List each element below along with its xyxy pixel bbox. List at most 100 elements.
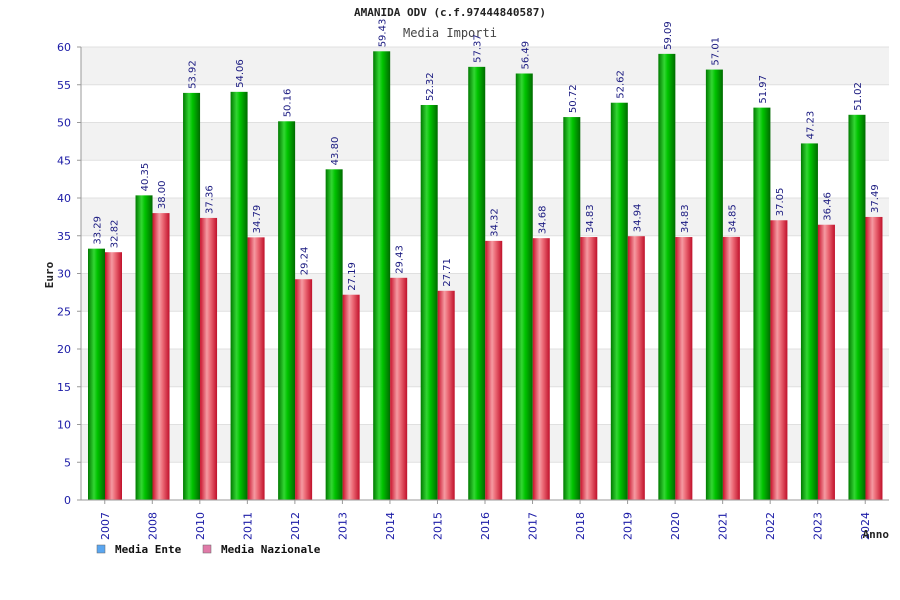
value-label-media-ente-2014: 59.43 <box>378 19 389 48</box>
bar-media-nazionale-2011 <box>247 237 265 500</box>
value-label-media-ente-2024: 51.02 <box>853 82 864 111</box>
legend-swatch-media-nazionale <box>202 544 212 554</box>
x-tick-label: 2022 <box>764 512 777 540</box>
bar-media-ente-2020 <box>658 53 676 501</box>
bars <box>88 51 883 501</box>
bar-media-nazionale-2023 <box>817 224 835 501</box>
value-label-media-nazionale-2019: 34.94 <box>632 204 643 233</box>
x-axis-label: Anno <box>863 528 890 541</box>
x-tick-label: 2017 <box>527 512 540 540</box>
x-tick-label: 2020 <box>669 512 682 540</box>
bar-media-nazionale-2019 <box>627 236 645 500</box>
value-label-media-nazionale-2023: 36.46 <box>822 192 833 221</box>
bar-media-nazionale-2022 <box>770 220 788 500</box>
y-tick-label: 5 <box>64 456 71 469</box>
x-tick-label: 2015 <box>431 512 444 540</box>
bar-media-ente-2012 <box>278 121 296 501</box>
value-label-media-nazionale-2007: 32.82 <box>110 220 121 249</box>
value-label-media-nazionale-2016: 34.32 <box>490 208 501 237</box>
value-label-media-ente-2017: 56.49 <box>520 41 531 70</box>
y-tick-label: 25 <box>57 305 71 318</box>
y-tick-label: 35 <box>57 230 71 243</box>
chart-subtitle: Media Importi <box>403 26 497 40</box>
bar-media-ente-2007 <box>88 248 105 500</box>
bar-media-nazionale-2017 <box>532 238 550 500</box>
bar-media-nazionale-2007 <box>105 252 122 500</box>
bar-media-ente-2008 <box>135 195 153 501</box>
y-tick-label: 55 <box>57 79 71 92</box>
value-label-media-ente-2018: 50.72 <box>568 84 579 113</box>
bar-media-ente-2011 <box>230 91 248 501</box>
bar-media-ente-2017 <box>515 73 533 501</box>
bar-media-ente-2013 <box>325 169 343 500</box>
x-axis-ticks: 2007 2008 2010 2011 2012 2013 2014 2015 2016 2017… <box>99 500 872 540</box>
value-label-media-ente-2012: 50.16 <box>283 89 294 118</box>
value-label-media-ente-2019: 52.62 <box>615 70 626 99</box>
bar-media-nazionale-2024 <box>865 216 883 500</box>
value-label-media-nazionale-2024: 37.49 <box>870 184 881 213</box>
x-tick-label: 2008 <box>146 512 159 540</box>
value-label-media-ente-2022: 51.97 <box>758 75 769 104</box>
value-label-media-ente-2011: 54.06 <box>235 59 246 88</box>
value-label-media-nazionale-2018: 34.83 <box>585 204 596 233</box>
bar-media-ente-2023 <box>800 143 818 500</box>
bar-media-nazionale-2008 <box>152 213 170 500</box>
value-label-media-nazionale-2011: 34.79 <box>252 205 263 234</box>
x-tick-label: 2007 <box>99 512 112 540</box>
value-label-media-ente-2015: 52.32 <box>425 72 436 101</box>
bar-media-nazionale-2013 <box>342 294 360 500</box>
y-tick-label: 40 <box>57 192 71 205</box>
x-tick-label: 2019 <box>622 512 635 540</box>
x-tick-label: 2010 <box>194 512 207 540</box>
x-tick-label: 2018 <box>574 512 587 540</box>
value-label-media-nazionale-2008: 38.00 <box>157 180 168 209</box>
bar-media-ente-2010 <box>183 92 201 501</box>
value-label-media-nazionale-2010: 37.36 <box>205 185 216 214</box>
y-tick-label: 45 <box>57 154 71 167</box>
bar-media-nazionale-2010 <box>200 217 218 500</box>
bar-media-ente-2021 <box>705 69 723 501</box>
legend-label-media-nazionale: Media Nazionale <box>221 543 321 556</box>
x-tick-label: 2012 <box>289 512 302 540</box>
bar-media-ente-2015 <box>420 104 438 500</box>
y-axis-label: Euro <box>43 261 56 288</box>
bar-media-nazionale-2018 <box>580 237 598 500</box>
value-label-media-nazionale-2012: 29.24 <box>300 247 311 276</box>
value-label-media-nazionale-2013: 27.19 <box>347 262 358 291</box>
y-tick-label: 20 <box>57 343 71 356</box>
value-labels: 33.29 32.82 40.35 38.00 53.92 37.36 54.06 34.79… <box>93 19 881 291</box>
bar-media-nazionale-2016 <box>485 240 503 500</box>
value-label-media-ente-2020: 59.09 <box>663 21 674 50</box>
bar-media-nazionale-2012 <box>295 279 313 500</box>
value-label-media-nazionale-2022: 37.05 <box>775 188 786 217</box>
bar-media-ente-2016 <box>468 66 486 500</box>
bar-media-ente-2022 <box>753 107 771 501</box>
value-label-media-ente-2021: 57.01 <box>710 37 721 66</box>
legend-label-media-ente: Media Ente <box>115 543 182 556</box>
x-tick-label: 2013 <box>336 512 349 540</box>
value-label-media-ente-2016: 57.37 <box>473 34 484 63</box>
value-label-media-ente-2010: 53.92 <box>188 60 199 89</box>
bar-media-ente-2014 <box>373 51 391 501</box>
x-tick-label: 2023 <box>812 512 825 540</box>
x-tick-label: 2011 <box>241 512 254 540</box>
y-tick-label: 30 <box>57 268 71 281</box>
legend-swatch-media-ente <box>96 544 106 554</box>
value-label-media-nazionale-2015: 27.71 <box>442 258 453 287</box>
y-tick-label: 15 <box>57 381 71 394</box>
value-label-media-nazionale-2021: 34.85 <box>727 204 738 233</box>
bar-media-nazionale-2014 <box>390 277 408 500</box>
y-tick-label: 50 <box>57 117 71 130</box>
y-tick-label: 0 <box>64 494 71 507</box>
bar-media-nazionale-2020 <box>675 237 693 500</box>
x-tick-label: 2016 <box>479 512 492 540</box>
bar-media-ente-2019 <box>610 102 628 501</box>
y-tick-label: 10 <box>57 419 71 432</box>
bar-media-ente-2018 <box>563 117 581 501</box>
value-label-media-ente-2013: 43.80 <box>330 137 341 166</box>
x-tick-label: 2014 <box>384 512 397 540</box>
x-tick-label: 2021 <box>717 512 730 540</box>
bar-media-nazionale-2015 <box>437 290 455 500</box>
bar-media-nazionale-2021 <box>722 236 740 500</box>
